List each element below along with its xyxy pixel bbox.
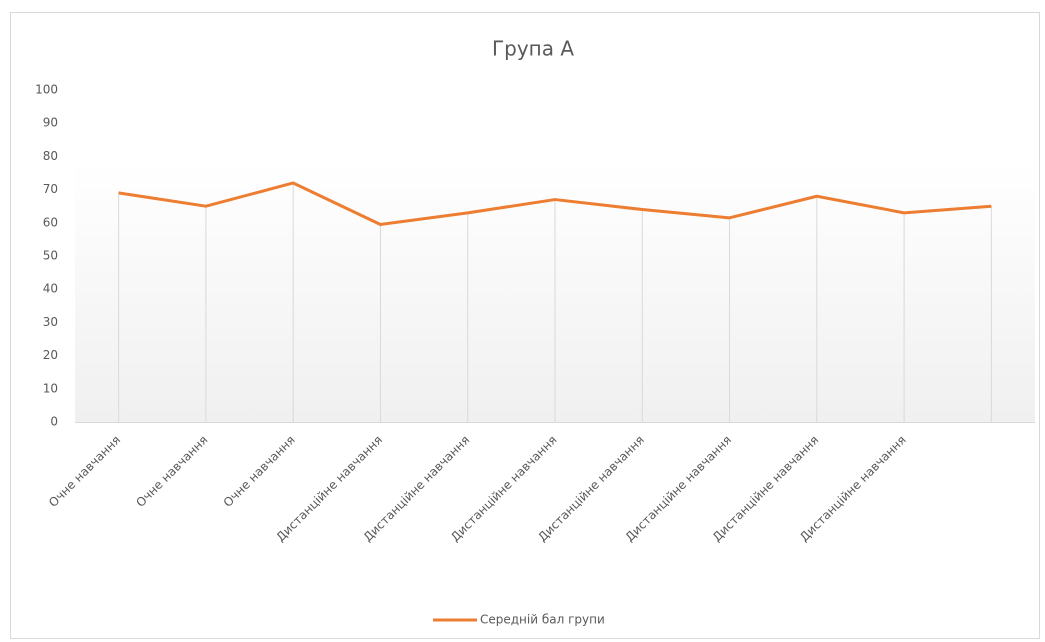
y-tick-label: 0 bbox=[50, 415, 58, 429]
y-tick-label: 50 bbox=[43, 249, 58, 263]
y-tick-label: 100 bbox=[35, 83, 58, 97]
y-tick-label: 40 bbox=[43, 282, 58, 296]
series-line bbox=[118, 181, 992, 226]
y-tick-label: 30 bbox=[43, 315, 58, 329]
y-tick-label: 20 bbox=[43, 348, 58, 362]
chart-title: Група А bbox=[492, 37, 574, 61]
y-tick-label: 80 bbox=[43, 149, 58, 163]
y-tick-label: 70 bbox=[43, 182, 58, 196]
legend-label: Середній бал групи bbox=[480, 613, 605, 627]
y-tick-label: 60 bbox=[43, 215, 58, 229]
y-tick-label: 10 bbox=[43, 381, 58, 395]
y-tick-label: 90 bbox=[43, 116, 58, 130]
